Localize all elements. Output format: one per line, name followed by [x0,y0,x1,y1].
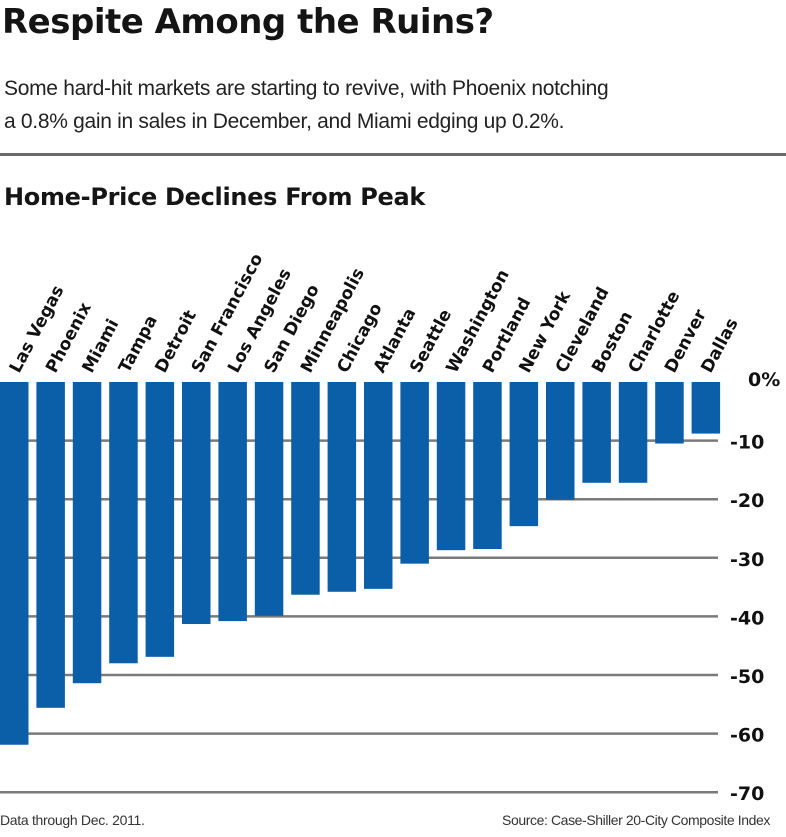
divider-rule [0,153,786,156]
bar-seattle [400,382,429,564]
chart-title: Home-Price Declines From Peak [4,183,426,211]
bar-new-york [509,382,539,527]
bar-detroit [145,382,175,657]
bar-tampa [109,382,138,664]
bar-phoenix [36,382,65,708]
bar-boston [582,382,611,483]
y-tick-label: -30 [730,549,764,571]
source-note: Source: Case-Shiller 20-City Composite I… [502,812,770,828]
y-tick-labels: 0% -10 -20 -30 -40 -50 -60 -70 [730,369,780,805]
y-tick-label: -50 [730,666,764,688]
bars [0,382,721,745]
subtitle-line-2: a 0.8% gain in sales in December, and Mi… [4,110,565,133]
bar-cleveland [546,382,575,500]
bar-portland [473,382,502,550]
bar-chicago [327,382,357,592]
footnote: Data through Dec. 2011. [0,812,145,828]
bar-denver [655,382,684,444]
bar-charlotte [618,382,648,483]
headline: Respite Among the Ruins? [2,2,494,42]
y-tick-label: -40 [730,607,764,629]
y-tick-label: -60 [730,725,764,747]
gridlines [0,439,718,794]
bar-las-vegas [0,382,29,745]
bar-dallas [691,382,721,434]
subtitle: Some hard-hit markets are starting to re… [4,72,786,138]
bar-atlanta [364,382,393,589]
bar-san-francisco [182,382,211,625]
y-tick-label: 0% [748,369,780,391]
bar-minneapolis [291,382,320,595]
y-tick-label: -20 [730,490,764,512]
bar-miami [72,382,102,684]
y-tick-label: -10 [730,432,764,454]
subtitle-line-1: Some hard-hit markets are starting to re… [4,77,609,100]
y-tick-label: -70 [730,783,764,805]
bar-los-angeles [218,382,247,622]
bar-san-diego [254,382,284,616]
bar-washington [436,382,466,551]
